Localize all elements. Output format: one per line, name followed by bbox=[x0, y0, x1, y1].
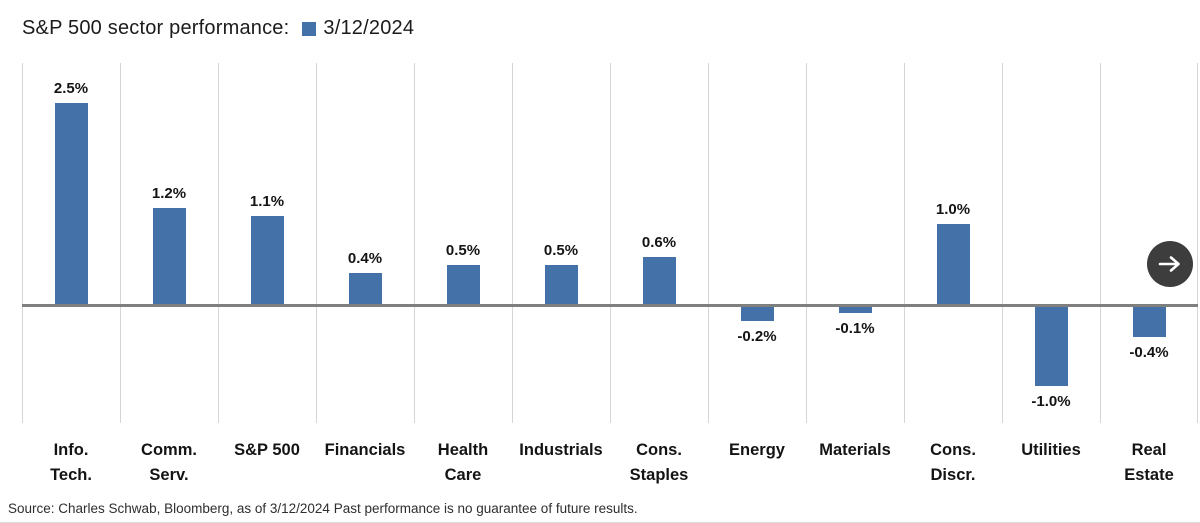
gridline bbox=[904, 63, 905, 423]
zero-axis-line bbox=[22, 303, 1198, 307]
value-label: -1.0% bbox=[1031, 393, 1071, 410]
bar-real-estate bbox=[1133, 305, 1166, 337]
bar-industrials bbox=[545, 265, 578, 305]
legend-label: 3/12/2024 bbox=[323, 17, 415, 39]
category-label: Cons. Staples bbox=[629, 441, 689, 484]
bar-s&p-500 bbox=[251, 216, 284, 305]
category-label: Info. Tech. bbox=[50, 441, 92, 484]
value-label: 1.0% bbox=[935, 201, 971, 218]
value-label: -0.4% bbox=[1129, 344, 1169, 361]
category-label: Comm. Serv. bbox=[141, 441, 197, 484]
value-label: -0.2% bbox=[737, 328, 777, 345]
value-label: 0.6% bbox=[641, 234, 677, 251]
bar-cons.-staples bbox=[643, 257, 676, 305]
value-label: 1.1% bbox=[249, 193, 285, 210]
category-label: Industrials bbox=[519, 441, 603, 459]
gridline bbox=[610, 63, 611, 423]
gridline bbox=[316, 63, 317, 423]
value-label: -0.1% bbox=[835, 320, 875, 337]
gridline bbox=[708, 63, 709, 423]
source-text: Source: Charles Schwab, Bloomberg, as of… bbox=[8, 501, 638, 516]
bar-health-care bbox=[447, 265, 480, 305]
category-labels: Info. Tech. Comm. Serv. S&P 500 Financials H… bbox=[22, 438, 1198, 490]
gridline bbox=[512, 63, 513, 423]
gridline bbox=[1197, 63, 1198, 423]
category-label: Materials bbox=[819, 441, 891, 459]
gridline bbox=[120, 63, 121, 423]
gridline bbox=[22, 63, 23, 423]
gridline bbox=[806, 63, 807, 423]
category-label: Financials bbox=[324, 441, 406, 459]
category-label: Health Care bbox=[437, 441, 489, 484]
value-label: 0.5% bbox=[445, 242, 481, 259]
plot-area: 2.5% 1.2% 1.1% 0.4% 0.5% 0.5% 0.6% -0.2% -0.1% 1.… bbox=[22, 63, 1198, 423]
gridline bbox=[1100, 63, 1101, 423]
gridline bbox=[1002, 63, 1003, 423]
category-label: Utilities bbox=[1021, 441, 1081, 459]
category-label: Energy bbox=[729, 441, 785, 459]
value-label: 2.5% bbox=[53, 80, 89, 97]
bar-comm.-serv. bbox=[153, 208, 186, 305]
value-label: 0.5% bbox=[543, 242, 579, 259]
bar-utilities bbox=[1035, 305, 1068, 386]
bar-cons.-discr. bbox=[937, 224, 970, 305]
category-label: Cons. Discr. bbox=[930, 441, 976, 484]
legend-swatch-icon bbox=[302, 22, 317, 36]
chart-header: S&P 500 sector performance: 3/12/2024 bbox=[22, 17, 414, 40]
right-arrow-icon bbox=[1158, 256, 1180, 272]
bar-energy bbox=[741, 305, 774, 321]
page-title: S&P 500 sector performance: bbox=[22, 17, 290, 39]
category-label: Real Estate bbox=[1124, 441, 1174, 484]
value-label: 1.2% bbox=[151, 185, 187, 202]
gridline bbox=[414, 63, 415, 423]
bar-info.-tech. bbox=[55, 103, 88, 305]
category-label: S&P 500 bbox=[234, 441, 300, 459]
bar-financials bbox=[349, 273, 382, 305]
gridline bbox=[218, 63, 219, 423]
next-arrow-button[interactable] bbox=[1147, 241, 1193, 287]
bar-materials bbox=[839, 305, 872, 313]
value-label: 0.4% bbox=[347, 250, 383, 267]
